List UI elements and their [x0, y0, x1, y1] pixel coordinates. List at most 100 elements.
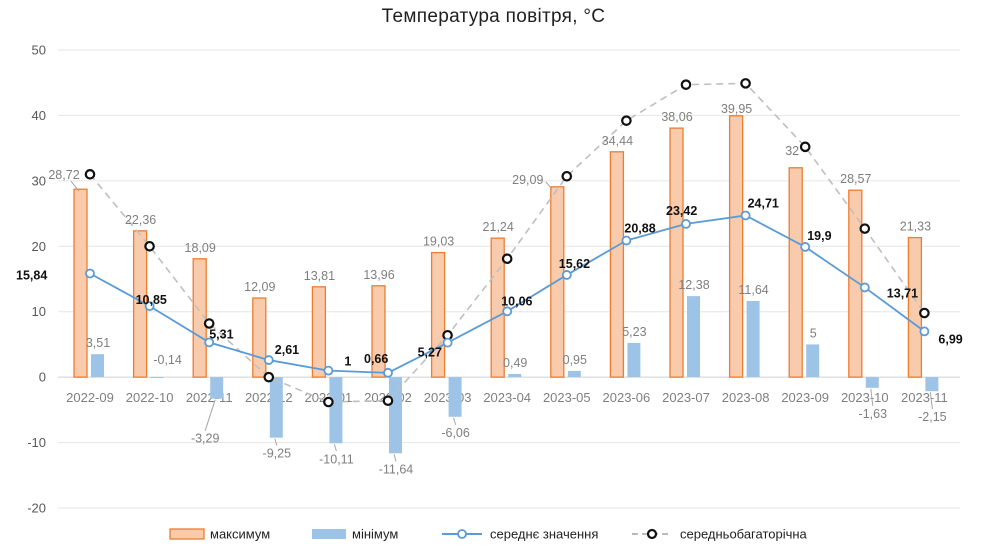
min-bar — [925, 377, 939, 392]
max-bar — [728, 115, 744, 378]
average-point — [859, 282, 870, 293]
y-tick-label: 20 — [32, 239, 46, 254]
x-tick-label: 2022-10 — [126, 390, 174, 405]
climatology-point — [144, 240, 155, 252]
average-point — [323, 365, 334, 376]
average-point — [442, 337, 453, 348]
climatology-point — [263, 371, 275, 383]
average-value-label: 1 — [344, 355, 351, 369]
chart-title: Температура повітря, °C — [381, 6, 606, 27]
average-value-label: 5,27 — [418, 346, 442, 360]
min-bar — [806, 344, 820, 378]
average-point — [621, 235, 632, 246]
average-point — [144, 301, 155, 312]
min-bar — [329, 377, 343, 444]
climatology-point — [740, 78, 751, 89]
min-value-label: -10,11 — [319, 452, 354, 466]
min-value-label: -3,29 — [191, 432, 220, 446]
max-bar — [788, 167, 803, 378]
climatology-point — [859, 223, 871, 234]
average-point — [561, 270, 572, 280]
average-point — [263, 355, 274, 365]
leader-line — [929, 392, 933, 410]
legend-marker-avg — [457, 529, 467, 539]
average-point — [204, 337, 215, 348]
y-tick-label: -20 — [27, 501, 46, 516]
x-tick-label: 2023-07 — [662, 390, 710, 405]
y-tick-label: 50 — [32, 43, 46, 58]
max-value-label: 21,33 — [900, 220, 931, 234]
max-bar — [550, 186, 565, 378]
min-bar — [627, 342, 641, 378]
average-value-label: 13,71 — [887, 286, 918, 300]
leader-line — [453, 417, 457, 425]
climatology-point — [919, 307, 930, 319]
min-value-label: 11,64 — [738, 283, 768, 297]
max-value-label: 12,09 — [244, 280, 275, 294]
average-value-label: 10,06 — [501, 294, 532, 308]
max-bar — [669, 127, 684, 378]
data-labels: 28,72 22,36 18,09 12,09 13,81 13,96 19,03 21,24… — [16, 102, 963, 477]
y-tick-label: -10 — [27, 435, 46, 450]
leader-line — [545, 181, 553, 190]
x-tick-label: 2022-11 — [186, 390, 233, 405]
climatology-point — [501, 253, 513, 265]
average-value-label: 20,88 — [624, 222, 655, 236]
climatology-point — [84, 169, 96, 180]
y-tick-label: 0 — [39, 370, 46, 385]
climatology-point — [561, 170, 573, 182]
min-bar — [210, 377, 224, 399]
max-bar — [311, 286, 327, 378]
legend-swatch-max — [169, 528, 205, 540]
min-bar — [508, 373, 522, 378]
max-value-label: 28,57 — [840, 172, 871, 186]
max-value-label: 29,09 — [512, 173, 543, 187]
climatology-point — [323, 396, 334, 408]
average-value-label: 23,42 — [666, 204, 697, 218]
max-value-label: 18,09 — [185, 241, 216, 255]
x-tick-label: 2023-05 — [543, 390, 591, 405]
legend-label-max: максимум — [210, 527, 270, 542]
average-value-label: 10,85 — [136, 293, 167, 307]
y-tick-label: 10 — [32, 304, 46, 319]
average-value-label: 6,99 — [938, 332, 962, 346]
x-tick-label: 2023-10 — [841, 390, 889, 405]
min-value-label: 0,95 — [563, 353, 587, 367]
y-tick-label: 40 — [32, 108, 46, 123]
climatology-point — [203, 318, 215, 329]
average-point — [800, 242, 811, 252]
x-tick-label: 2023-03 — [424, 390, 472, 405]
min-bar — [687, 296, 700, 378]
leader-line — [393, 454, 397, 462]
legend: максимум мінімум середнє значення середньоб… — [169, 527, 808, 542]
average-value-label: 24,71 — [748, 196, 779, 210]
average-point — [919, 326, 930, 337]
climatology-point — [680, 79, 692, 90]
min-value-label: 0,49 — [503, 356, 527, 370]
min-value-label: 5 — [810, 326, 817, 340]
climatology-point — [799, 141, 811, 153]
min-bar — [746, 300, 760, 378]
max-value-label: 22,36 — [125, 213, 156, 227]
min-bar — [567, 370, 581, 378]
series-points — [84, 78, 930, 408]
average-value-label: 2,61 — [275, 343, 299, 357]
min-bar — [865, 377, 879, 388]
x-tick-label: 2023-11 — [901, 390, 948, 405]
x-tick-label: 2023-08 — [722, 390, 770, 405]
average-point — [85, 268, 95, 279]
leader-line — [204, 399, 216, 431]
min-value-label: -0,14 — [153, 353, 182, 367]
average-value-label: 19,9 — [807, 229, 831, 243]
min-bar — [269, 377, 283, 438]
climatology-point — [621, 115, 632, 126]
leader-line — [274, 438, 278, 446]
label-leader-lines — [70, 180, 933, 462]
leader-line — [333, 444, 337, 452]
max-bar — [73, 188, 88, 378]
max-value-label: 32 — [785, 144, 799, 158]
average-value-label: 15,62 — [559, 257, 590, 271]
x-tick-label: 2023-06 — [603, 390, 651, 405]
min-bar — [91, 354, 104, 378]
